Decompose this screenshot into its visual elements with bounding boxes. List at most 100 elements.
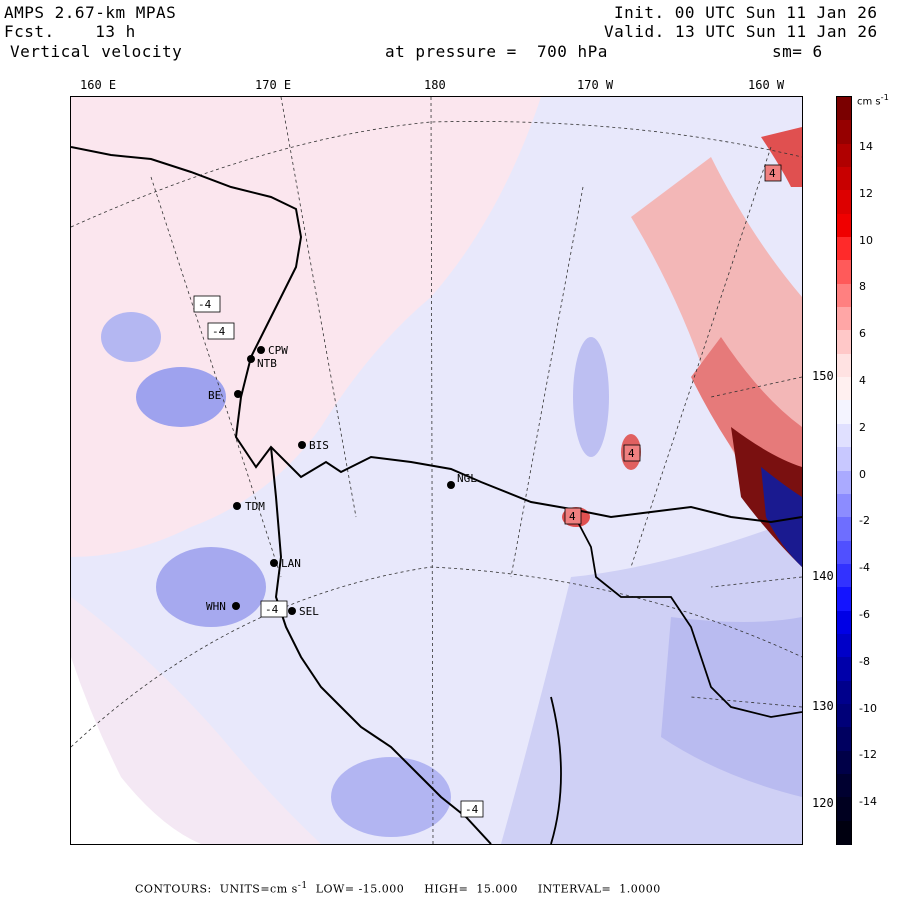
colorbar-segment [837,120,851,145]
colorbar-segment [837,657,851,682]
lon-tick-170e: 170 E [255,78,292,92]
colorbar-segment [837,330,851,355]
colorbar-segment [837,470,851,495]
colorbar-segment [837,563,851,588]
station-label-whn: WHN [206,600,226,613]
colorbar-units: cm s-1 [857,92,889,107]
extremum-value: -4 [198,298,212,311]
grounding-line [550,696,562,844]
colorbar-segment [837,703,851,728]
station-marker-whn[interactable] [232,602,240,610]
station-label-bis: BIS [309,439,329,452]
colorbar-segment [837,237,851,261]
extrema-labels: 4 -4 -4 -4 4 4 -4 [193,164,782,818]
colorbar-segment [837,727,851,752]
colorbar-label: -4 [859,561,870,575]
lon-tick-170w: 170 W [577,78,614,92]
colorbar-segment [837,773,851,798]
station-label-be: BE [208,389,221,402]
extremum-value: -4 [265,603,279,616]
high-value: 15.000 [476,882,518,896]
colorbar-segment [837,283,851,308]
colorbar-segment [837,307,851,331]
extremum-box [207,322,235,340]
model-title: AMPS 2.67-km MPAS [4,3,177,22]
units-label: UNITS=cm s [219,882,298,896]
colorbar-segment [837,213,851,238]
meridian-170w [510,186,584,578]
colorbar [836,96,852,845]
low-label: LOW= [315,882,355,896]
extremum-box [564,507,582,525]
meridian-180 [430,97,434,844]
low-value: -15.000 [358,882,405,896]
colorbar-segment [837,377,851,401]
smoothing-value: sm= 6 [772,42,823,61]
meridian-160w [630,146,772,568]
colorbar-segment [837,493,851,518]
station-label-ngl: NGL [457,472,477,485]
colorbar-segment [837,540,851,565]
station-marker-ngl[interactable] [447,481,455,489]
colorbar-segment [837,260,851,285]
extremum-value: 4 [569,510,576,523]
colorbar-segment [837,190,851,215]
pressure-level: at pressure = 700 hPa [385,43,608,61]
extremum-box [460,800,484,818]
colorbar-label: 6 [859,327,866,341]
meridian-130w [690,696,802,708]
pressure-value: 700 hPa [537,42,608,61]
colorbar-segment [837,680,851,705]
station-marker-lan[interactable] [270,559,278,567]
colorbar-segment [837,400,851,425]
colorbar-label: -6 [859,608,870,621]
extremum-box [764,164,782,182]
strong-descent-core [761,467,802,567]
colorbar-label: 12 [859,186,873,200]
colorbar-label: 10 [859,233,873,247]
colorbar-label: -2 [859,514,870,528]
interval-value: 1.0000 [619,882,661,896]
station-marker-be[interactable] [234,390,242,398]
pressure-label: at pressure = [385,42,517,61]
station-label-lan: LAN [281,557,301,570]
meridian-160e [150,176,282,578]
station-marker-cpw[interactable] [257,346,265,354]
colorbar-segment [837,750,851,775]
colorbar-label: 8 [859,280,866,294]
coastline-marie-byrd [570,508,802,718]
meridian-170e [280,97,357,518]
colorbar-segment [837,423,851,448]
map-panel[interactable]: 4 -4 -4 -4 4 4 -4 CPW NTB BE BIS NGL [70,96,803,845]
descent-blob [101,312,161,362]
colorbar-segment [837,143,851,168]
colorbar-segment [837,517,851,542]
colorbar-segment [837,167,851,191]
colorbar-label: 4 [859,374,866,387]
colorbar-label: -14 [859,795,877,809]
station-label-tdm: TDM [245,500,265,513]
station-marker-ntb[interactable] [247,355,255,363]
station-label-sel: SEL [299,605,319,618]
station-marker-sel[interactable] [288,607,296,615]
station-marker-bis[interactable] [298,441,306,449]
colorbar-label: -10 [859,701,877,715]
colorbar-segment [837,587,851,612]
extremum-value: -4 [212,325,226,338]
lon-tick-160w: 160 W [748,78,785,92]
lon-tick-180: 180 [424,78,446,92]
lon-tick-160e: 160 E [80,78,117,92]
field-name: Vertical velocity [10,42,183,61]
station-label-ntb: NTB [257,357,277,370]
forecast-label: Fcst. 13 h [4,23,136,41]
colorbar-segment [837,447,851,471]
valid-time: Valid. 13 UTC Sun 11 Jan 26 [604,22,878,41]
descent-blob [156,547,266,627]
colorbar-units-text: cm s [857,96,881,108]
station-marker-tdm[interactable] [233,502,241,510]
colorbar-segment [837,820,851,845]
extremum-box [623,444,641,462]
colorbar-segment [837,797,851,822]
interval-label: INTERVAL= [537,882,612,896]
extremum-value: -4 [465,803,479,816]
